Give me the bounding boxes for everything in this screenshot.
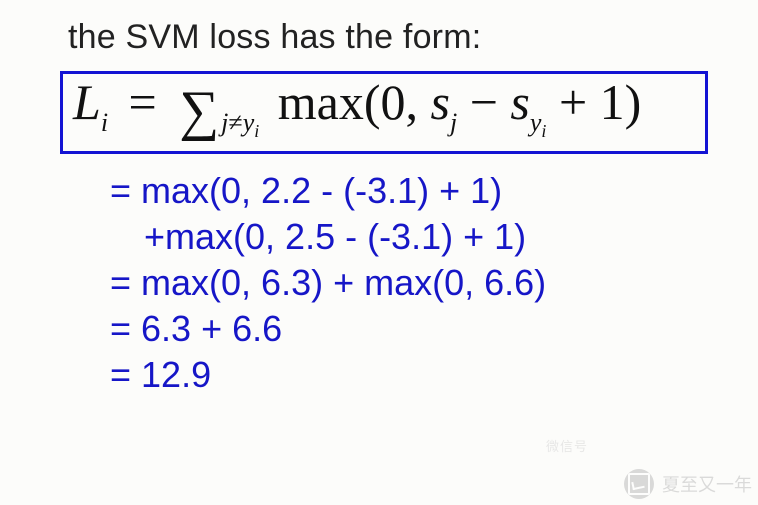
watermark-small: 微信号 <box>546 436 588 455</box>
formula-sy-sub: yi <box>530 108 547 137</box>
calculation-steps: = max(0, 2.2 - (-3.1) + 1) +max(0, 2.5 -… <box>110 168 708 398</box>
sigma-sub-yi: i <box>254 121 259 141</box>
step-line-3: = max(0, 6.3) + max(0, 6.6) <box>110 260 708 306</box>
step-line-4: = 6.3 + 6.6 <box>110 306 708 352</box>
formula-open: ( <box>364 74 381 130</box>
formula-box: Li = ∑j≠yi max(0, sj − syi + 1) <box>60 71 708 154</box>
sigma-sub-y: y <box>243 108 255 137</box>
formula-sy-sub-y: y <box>530 108 542 137</box>
wechat-logo-icon <box>624 469 654 499</box>
sigma-sub-neq: ≠ <box>228 108 242 137</box>
step-line-5: = 12.9 <box>110 352 708 398</box>
watermark: 夏至又一年 <box>624 469 752 499</box>
sigma-icon: ∑ <box>179 82 219 141</box>
formula-eq: = <box>129 74 157 130</box>
formula-one: 1 <box>600 74 625 130</box>
formula-sy: s <box>510 74 529 130</box>
formula-zero: 0 <box>381 74 406 130</box>
formula-comma: , <box>406 74 431 130</box>
watermark-text: 夏至又一年 <box>662 471 752 497</box>
formula-L-sub: i <box>101 108 108 137</box>
sigma-subscript: j≠yi <box>221 108 259 137</box>
page-title: the SVM loss has the form: <box>68 18 708 57</box>
formula-plus: + <box>546 74 599 130</box>
formula-close: ) <box>625 74 642 130</box>
formula-minus: − <box>457 74 510 130</box>
svm-loss-formula: Li = ∑j≠yi max(0, sj − syi + 1) <box>73 74 641 130</box>
step-line-2: +max(0, 2.5 - (-3.1) + 1) <box>110 214 708 260</box>
formula-max: max <box>278 74 364 130</box>
step-line-1: = max(0, 2.2 - (-3.1) + 1) <box>110 168 708 214</box>
formula-L: L <box>73 74 101 130</box>
formula-sj: s <box>431 74 450 130</box>
